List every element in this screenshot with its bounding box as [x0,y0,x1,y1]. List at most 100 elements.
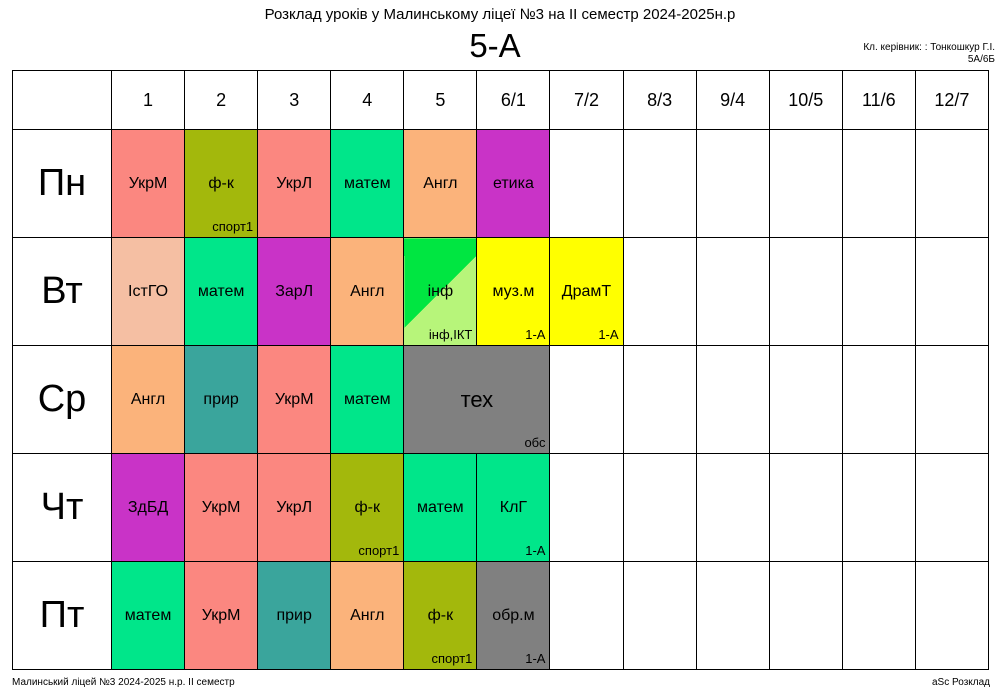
lesson-subject: УкрМ [201,606,241,624]
empty-cell [549,561,624,670]
period-header: 4 [330,70,405,130]
lesson-cell[interactable]: матем [330,345,405,454]
lesson-cell[interactable]: ф-к спорт1 [184,129,259,238]
period-header: 9/4 [695,70,770,130]
lesson-subject: ДрамТ [561,282,612,300]
empty-cell [695,345,770,454]
lesson-subject: тех [460,386,494,412]
lesson-subject: ЗарЛ [275,282,314,300]
lesson-cell[interactable]: матем [403,453,478,562]
empty-cell [768,561,843,670]
lesson-group: інф,ІКТ [428,327,473,342]
period-header: 1 [110,70,186,130]
lesson-cell[interactable]: Англ [330,561,405,670]
day-label: Чт [12,453,112,562]
lesson-subject: ІстГО [128,282,169,300]
empty-cell [549,345,624,454]
lesson-subject: УкрМ [201,498,241,516]
lesson-group: 1-А [525,543,546,558]
lesson-subject: Англ [130,390,166,408]
schedule-grid: 1 2 3 4 5 6/1 7/2 8/3 9/4 10/5 11/6 12/7… [12,70,990,670]
teacher-info: Кл. керівник: : Тонкошкур Г.І. 5А/6Б [863,42,995,66]
empty-cell [622,345,697,454]
lesson-cell[interactable]: матем [110,561,186,670]
lesson-cell[interactable]: ДрамТ 1-А [549,237,624,346]
lesson-cell[interactable]: Англ [110,345,186,454]
lesson-subject: ЗдБД [127,498,169,516]
empty-cell [622,129,697,238]
empty-cell [622,453,697,562]
lesson-subject: УкрЛ [276,174,313,192]
empty-cell [768,237,843,346]
lesson-cell[interactable]: УкрМ [257,345,332,454]
day-label: Пт [12,561,112,670]
lesson-cell[interactable]: Англ [403,129,478,238]
lesson-subject: етика [492,174,534,192]
lesson-group: спорт1 [358,543,400,558]
lesson-cell[interactable]: УкрМ [110,129,186,238]
lesson-subject: ф-к [208,174,234,192]
lesson-cell[interactable]: Англ [330,237,405,346]
lesson-cell[interactable]: обр.м 1-А [476,561,551,670]
lesson-cell[interactable]: УкрЛ [257,129,332,238]
lesson-subject: матем [417,498,464,516]
empty-cell [549,129,624,238]
lesson-cell[interactable]: КлГ 1-А [476,453,551,562]
lesson-group: спорт1 [431,651,473,666]
lesson-cell[interactable]: ф-к спорт1 [403,561,478,670]
empty-cell [841,453,916,562]
empty-cell [768,129,843,238]
teacher-name: Кл. керівник: : Тонкошкур Г.І. [863,42,995,53]
lesson-cell[interactable]: прир [184,345,259,454]
period-header: 6/1 [476,70,551,130]
lesson-cell[interactable]: матем [184,237,259,346]
lesson-subject: ф-к [354,498,381,516]
lesson-cell[interactable]: УкрМ [184,453,259,562]
lesson-subject: УкрМ [128,174,168,192]
lesson-subject: обр.м [492,606,535,624]
lesson-subject: УкрЛ [276,498,313,516]
lesson-cell[interactable]: ф-к спорт1 [330,453,405,562]
lesson-subject: матем [343,390,391,408]
empty-cell [841,561,916,670]
period-header: 12/7 [914,70,990,130]
lesson-subject: інф [427,282,454,300]
day-row: Пт матем УкрМ прир Англ ф-к спорт1 обр.м 1-А [12,561,990,670]
lesson-cell[interactable]: ІстГО [110,237,186,346]
day-row: Ср Англ прир УкрМ матем тех обс [12,345,990,454]
lesson-cell[interactable]: прир [257,561,332,670]
empty-cell [695,453,770,562]
empty-cell [841,129,916,238]
day-row: Вт ІстГО матем ЗарЛ Англ інф інф,ІКТ муз.м 1-А Др… [12,237,990,346]
lesson-cell[interactable]: ЗарЛ [257,237,332,346]
lesson-cell[interactable]: інф інф,ІКТ [403,237,478,346]
empty-cell [841,345,916,454]
lesson-cell[interactable]: муз.м 1-А [476,237,551,346]
footer-school: Малинський ліцей №3 2024-2025 н.р. ІІ се… [12,677,235,688]
schedule-title: Розклад уроків у Малинському ліцеї №3 на… [264,6,736,23]
empty-cell [914,129,990,238]
lesson-subject: КлГ [499,498,528,516]
lesson-subject: прир [276,606,312,624]
lesson-cell[interactable]: УкрМ [184,561,259,670]
period-header: 2 [184,70,259,130]
lesson-subject: ф-к [427,606,454,624]
lesson-subject: Англ [350,606,385,624]
lesson-cell[interactable]: УкрЛ [257,453,332,562]
period-header-row: 1 2 3 4 5 6/1 7/2 8/3 9/4 10/5 11/6 12/7 [12,70,990,130]
footer-software: aSc Розклад [932,677,990,688]
period-header: 10/5 [768,70,843,130]
period-header: 7/2 [549,70,624,130]
period-header: 8/3 [622,70,697,130]
lesson-cell[interactable]: ЗдБД [110,453,186,562]
lesson-cell[interactable]: матем [330,129,405,238]
empty-cell [768,453,843,562]
lesson-cell[interactable]: тех обс [403,345,551,454]
lesson-group: 1-А [598,327,619,342]
lesson-cell[interactable]: етика [476,129,551,238]
empty-cell [914,561,990,670]
day-label: Вт [12,237,112,346]
lesson-group: 1-А [525,651,546,666]
empty-cell [622,237,697,346]
period-header: 11/6 [841,70,916,130]
